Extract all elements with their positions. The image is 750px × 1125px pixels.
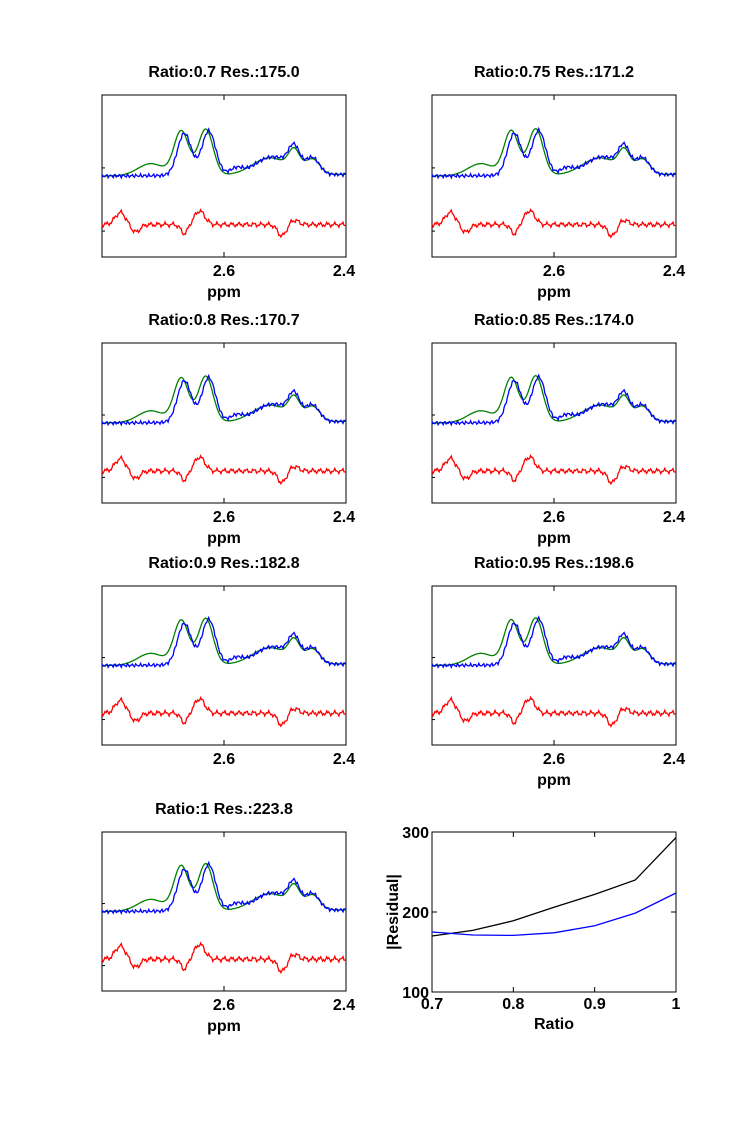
x-tick-label: 2.4 — [333, 509, 355, 526]
measured-line — [432, 129, 676, 178]
x-axis-label: ppm — [537, 284, 571, 301]
x-tick-label: 2.6 — [213, 263, 235, 280]
panel-title: Ratio:0.7 Res.:175.0 — [148, 64, 299, 81]
x-tick-label: 2.4 — [663, 263, 685, 280]
y-tick-label: 100 — [402, 985, 429, 1002]
figure: Ratio:0.7 Res.:175.0 2.6 2.4 ppm Ratio:0.75 … — [0, 0, 750, 1125]
fit-line — [102, 618, 346, 665]
residual-line — [102, 943, 346, 973]
axes-frame — [432, 832, 676, 992]
panel-title: Ratio:0.95 Res.:198.6 — [474, 555, 634, 572]
x-axis-label: ppm — [537, 530, 571, 547]
x-axis-label: ppm — [207, 284, 241, 301]
x-tick-label: 2.4 — [333, 751, 355, 768]
x-tick-label: 2.6 — [213, 509, 235, 526]
x-tick-label: 2.4 — [663, 751, 685, 768]
residual-line — [102, 210, 346, 237]
measured-line — [432, 375, 676, 425]
panel-title: Ratio:0.85 Res.:174.0 — [474, 312, 634, 329]
fit-line — [432, 376, 676, 423]
panel-title: Ratio:0.8 Res.:170.7 — [148, 312, 299, 329]
measured-line — [102, 618, 346, 668]
residual-line — [102, 698, 346, 727]
measured-line — [102, 376, 346, 425]
panel-title: Ratio:0.9 Res.:182.8 — [148, 555, 299, 572]
x-tick-label: 2.4 — [333, 997, 355, 1014]
panel-title: Ratio:1 Res.:223.8 — [155, 801, 293, 818]
y-axis-label: |Residual| — [385, 874, 402, 950]
fit-line — [102, 376, 346, 423]
panel-title: Ratio:0.75 Res.:171.2 — [474, 64, 634, 81]
x-tick-label: 1 — [672, 996, 681, 1013]
measured-line — [102, 129, 346, 178]
fit-line — [102, 129, 346, 176]
residual-line — [432, 210, 676, 238]
residual-line — [432, 456, 676, 484]
x-tick-label: 0.9 — [584, 996, 606, 1013]
x-tick-label: 2.6 — [543, 509, 565, 526]
y-tick-label: 300 — [402, 825, 429, 842]
fit-line — [102, 864, 346, 912]
residual-series-blue — [432, 893, 676, 935]
residual-series-black — [432, 838, 676, 936]
x-tick-label: 2.6 — [213, 997, 235, 1014]
x-tick-label: 2.4 — [333, 263, 355, 280]
measured-line — [102, 863, 346, 914]
x-tick-label: 2.6 — [543, 751, 565, 768]
residual-line — [102, 456, 346, 484]
x-axis-label: ppm — [537, 772, 571, 789]
x-tick-label: 2.4 — [663, 509, 685, 526]
y-tick-label: 200 — [402, 905, 429, 922]
x-tick-label: 2.6 — [543, 263, 565, 280]
x-axis-label: ppm — [207, 1018, 241, 1035]
x-tick-label: 2.6 — [213, 751, 235, 768]
x-tick-label: 0.8 — [502, 996, 524, 1013]
measured-line — [432, 617, 676, 667]
fit-line — [432, 618, 676, 666]
fit-line — [432, 129, 676, 176]
x-axis-label: Ratio — [534, 1016, 574, 1033]
residual-line — [432, 697, 676, 726]
x-axis-label: ppm — [207, 530, 241, 547]
